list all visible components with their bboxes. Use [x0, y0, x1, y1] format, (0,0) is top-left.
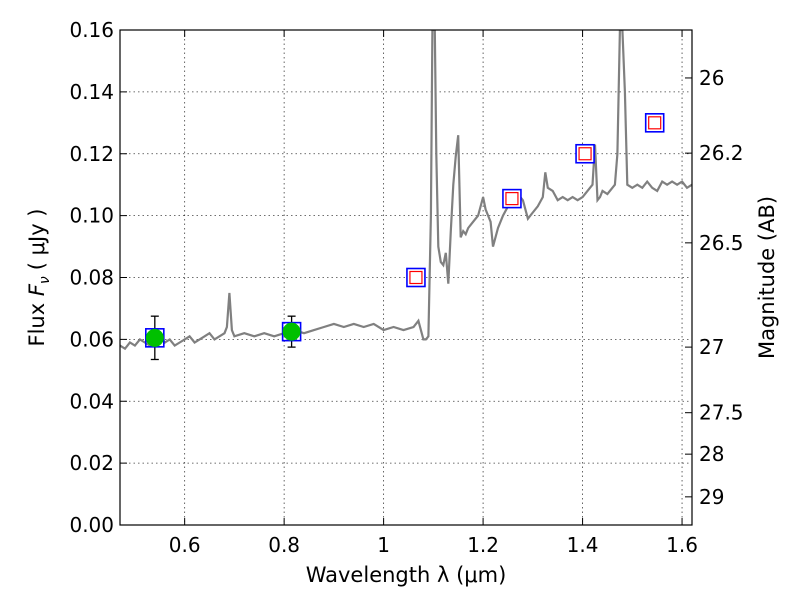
y-tick-label: 0.02	[69, 451, 114, 475]
y2-tick-label: 26.2	[699, 141, 744, 165]
y-axis-label-math: F	[25, 283, 49, 296]
y2-tick-label: 26.5	[699, 231, 744, 255]
x-tick-label: 0.6	[169, 533, 201, 557]
y2-tick-label: 28	[699, 442, 724, 466]
photometry-point	[145, 328, 164, 347]
y2-tick-label: 27	[699, 335, 724, 359]
plot-area	[120, 30, 692, 351]
x-tick-label: 1.4	[567, 533, 599, 557]
x-tick-label: 1	[377, 533, 390, 557]
x-tick-label: 1.6	[666, 533, 698, 557]
y2-tick-label: 26	[699, 66, 724, 90]
y-tick-label: 0.00	[69, 513, 114, 537]
y2-tick-label: 29	[699, 485, 724, 509]
y-tick-label: 0.10	[69, 204, 114, 228]
y-axis-label-unit: ( μJy )	[25, 209, 49, 271]
y-tick-label: 0.16	[69, 18, 114, 42]
y-axis-label-sub: ν	[37, 276, 53, 284]
limit-box-inner	[505, 192, 519, 206]
y2-tick-label: 27.5	[699, 401, 744, 425]
y-tick-label: 0.06	[69, 327, 114, 351]
y-tick-label: 0.12	[69, 142, 114, 166]
axis-ticks: 0.6 0.8 1 1.2 1.4 1.6 0.00 0.02 0.04 0.06 0.08 0.10…	[69, 18, 743, 557]
limit-box-inner	[648, 116, 662, 130]
grid-lines	[120, 30, 692, 525]
limit-box-inner	[578, 147, 592, 161]
y-tick-label: 0.08	[69, 266, 114, 290]
photometry-markers	[145, 113, 665, 361]
y-axis-label: Flux Fν ( μJy )	[25, 209, 53, 347]
y-tick-label: 0.14	[69, 80, 114, 104]
x-tick-label: 1.2	[467, 533, 499, 557]
y-axis-label-text: Flux	[25, 296, 49, 346]
photometry-point	[282, 322, 301, 341]
y2-axis-label: Magnitude (AB)	[755, 196, 779, 359]
y-tick-label: 0.04	[69, 389, 114, 413]
spectrum-line	[120, 30, 692, 351]
limit-box-inner	[409, 270, 423, 285]
x-tick-label: 0.8	[268, 533, 300, 557]
x-axis-label: Wavelength λ (μm)	[306, 563, 507, 587]
